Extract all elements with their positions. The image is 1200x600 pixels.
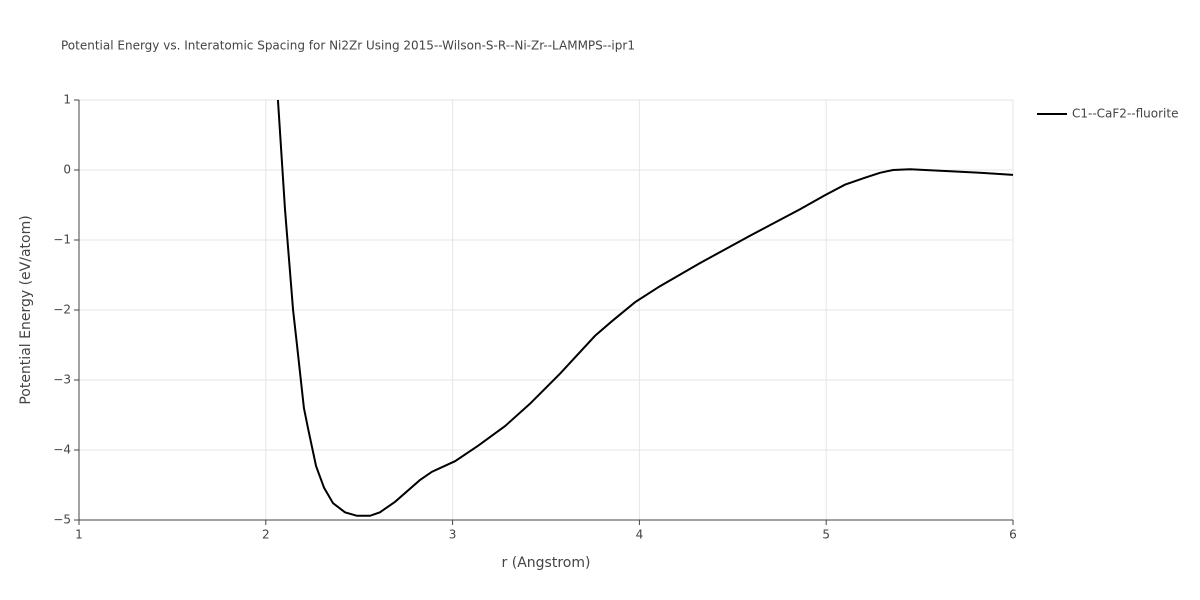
y-tick-label: 1: [63, 93, 71, 107]
x-axis-label: r (Angstrom): [502, 555, 591, 571]
y-tick-label: −3: [53, 373, 71, 387]
x-tick-label: 5: [822, 528, 830, 542]
legend-label: C1--CaF2--fluorite: [1072, 107, 1178, 121]
y-tick-label: 0: [63, 163, 71, 177]
x-tick-label: 4: [636, 528, 644, 542]
x-tick-label: 3: [449, 528, 457, 542]
x-tick-label: 6: [1009, 528, 1017, 542]
x-tick-label: 1: [75, 528, 83, 542]
line-series: [276, 99, 1014, 517]
y-tick-label: −1: [53, 233, 71, 247]
x-tick-label: 2: [262, 528, 270, 542]
y-tick-label: −5: [53, 513, 71, 527]
y-axis-label: Potential Energy (eV/atom): [18, 215, 34, 404]
y-tick-label: −4: [53, 443, 71, 457]
y-tick-label: −2: [53, 303, 71, 317]
chart-title: Potential Energy vs. Interatomic Spacing…: [61, 39, 635, 53]
